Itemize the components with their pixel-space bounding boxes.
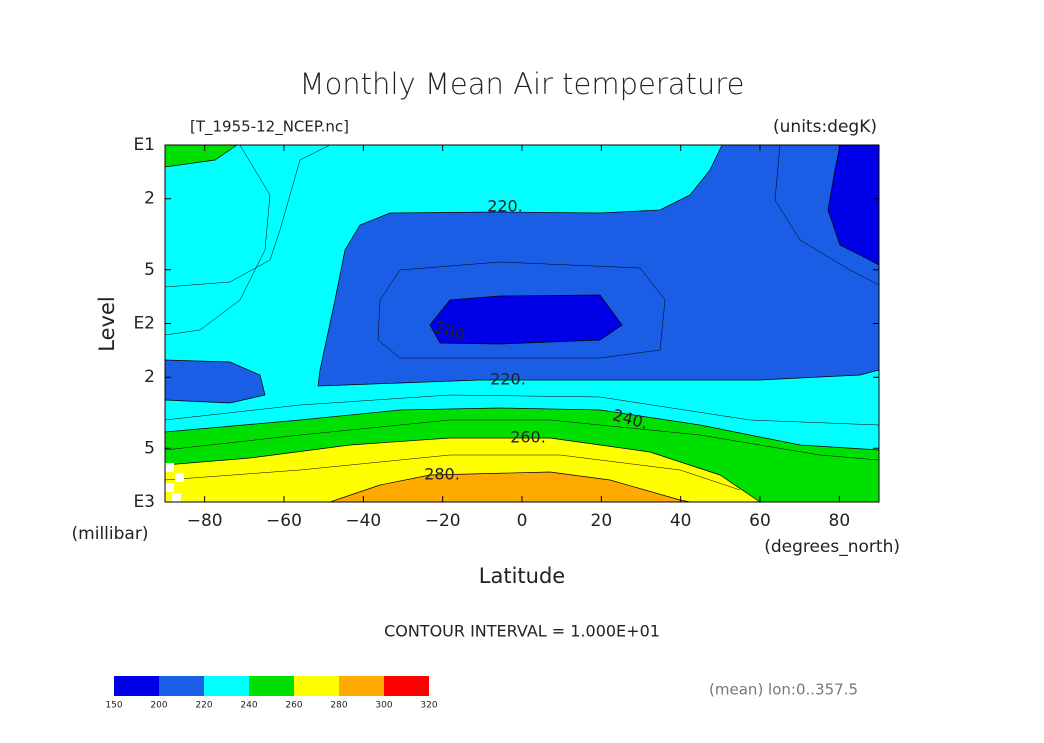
y-tick-label: E2 [133, 314, 155, 334]
key-label: 260 [285, 701, 302, 711]
missing-cell [165, 483, 174, 492]
contour-interval: CONTOUR INTERVAL = 1.000E+01 [384, 622, 660, 641]
x-tick-label: −60 [266, 511, 302, 531]
missing-cell [165, 463, 174, 472]
missing-cell [172, 493, 181, 502]
x-tick-label: −40 [345, 511, 381, 531]
key-swatch [339, 676, 384, 696]
key-swatch [159, 676, 204, 696]
y-tick-label: 2 [144, 189, 155, 209]
key-label: 280 [330, 701, 347, 711]
contour-label: 220. [487, 197, 523, 216]
x-tick-label: 40 [670, 511, 692, 531]
key-swatch [114, 676, 159, 696]
chart-title: Monthly Mean Air temperature [300, 67, 745, 101]
contour-line [164, 419, 880, 461]
y-axis-label: Level [95, 296, 119, 351]
x-units: (degrees_north) [764, 537, 900, 557]
key-swatch [249, 676, 294, 696]
x-tick-label: −20 [425, 511, 461, 531]
x-tick-label: 80 [829, 511, 851, 531]
key-label: 220 [195, 701, 212, 711]
x-axis-label: Latitude [479, 564, 565, 588]
key-label: 200 [150, 701, 167, 711]
contour-line [164, 454, 741, 491]
y-tick-label: 5 [144, 438, 155, 458]
x-tick-label: 0 [517, 511, 528, 531]
file-label: [T_1955-12_NCEP.nc] [190, 118, 349, 137]
contour-label: 220. [490, 370, 526, 389]
plot-area [164, 144, 880, 503]
y-units: (millibar) [72, 524, 149, 544]
y-tick-label: 5 [144, 260, 155, 280]
units-label: (units:degK) [773, 117, 877, 137]
key-label: 240 [240, 701, 257, 711]
contour-label: 260. [510, 428, 546, 447]
missing-cell [175, 473, 184, 482]
x-tick-label: −80 [187, 511, 223, 531]
footer: (mean) lon:0..357.5 [709, 681, 858, 699]
contour-band [429, 294, 623, 345]
contour-label: 280. [424, 465, 460, 484]
y-tick-label: E3 [133, 492, 155, 512]
y-tick-label: E1 [133, 135, 155, 155]
contour-line [164, 144, 271, 336]
contour-line [377, 261, 666, 359]
key-label: 300 [375, 701, 392, 711]
contour-line [774, 144, 880, 286]
key-swatch [294, 676, 339, 696]
contour-line [164, 394, 880, 426]
contour-line [164, 144, 331, 288]
x-tick-label: 60 [749, 511, 771, 531]
key-label: 320 [420, 701, 437, 711]
x-tick-label: 20 [591, 511, 613, 531]
key-label: 150 [105, 701, 122, 711]
key-swatch [204, 676, 249, 696]
key-swatch [384, 676, 429, 696]
y-tick-label: 2 [144, 367, 155, 387]
